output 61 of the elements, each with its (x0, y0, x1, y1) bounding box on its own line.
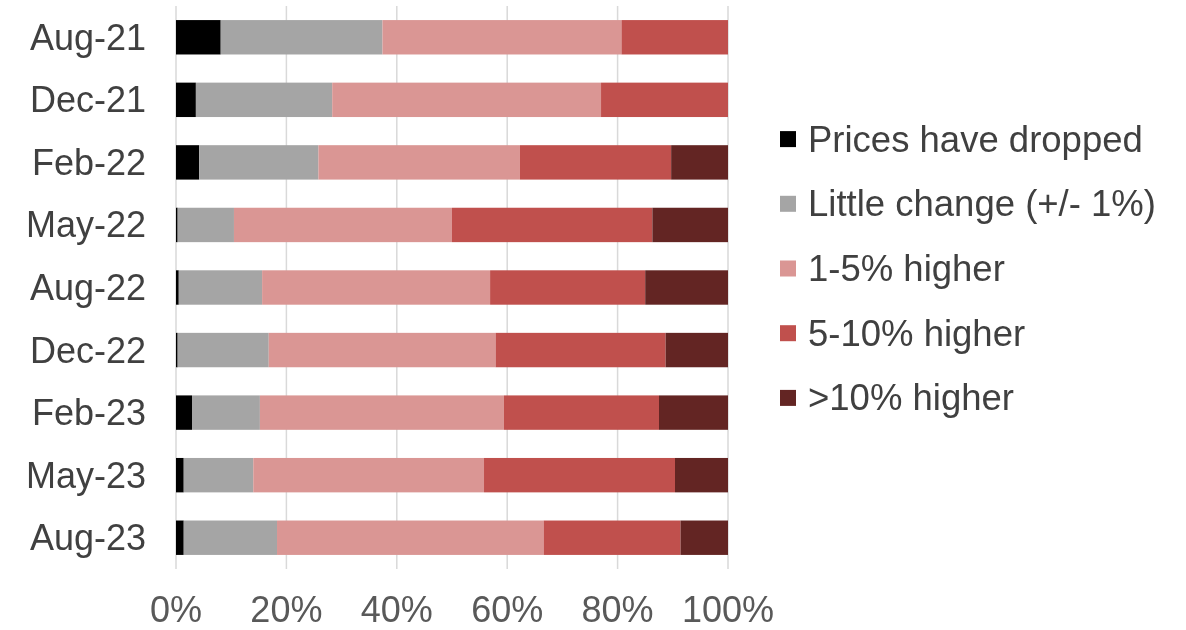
x-tick-label: 100% (681, 589, 775, 630)
bar (176, 82, 196, 118)
bar (199, 145, 319, 180)
y-tick-label: Feb-23 (31, 392, 146, 434)
bar (652, 207, 728, 243)
bar (192, 395, 260, 430)
bar (484, 457, 676, 493)
bar (519, 145, 672, 180)
bar (176, 457, 184, 493)
y-tick-label: May-22 (25, 204, 146, 246)
y-tick-label: Dec-21 (29, 79, 146, 121)
bar (176, 270, 179, 305)
y-tick-label: Feb-22 (31, 141, 146, 183)
bar (262, 270, 491, 305)
bar (543, 520, 681, 555)
bar (495, 332, 666, 368)
y-tick-label: Dec-22 (29, 329, 146, 371)
x-tick-label: 60% (471, 589, 544, 630)
bar (176, 520, 184, 555)
bar (176, 395, 193, 430)
bar (259, 395, 504, 430)
legend-label: 1-5% higher (808, 248, 1005, 289)
bar (178, 270, 263, 305)
bar (452, 207, 653, 243)
bar (671, 145, 728, 180)
legend-label: >10% higher (808, 377, 1014, 419)
bar (680, 520, 728, 555)
bar (277, 520, 544, 555)
bar (645, 270, 728, 305)
bar (176, 20, 221, 55)
x-tick-label: 20% (250, 589, 323, 630)
bar (332, 82, 602, 118)
y-tick-label: Aug-22 (29, 267, 146, 308)
bar (601, 82, 728, 118)
y-tick-label: Aug-21 (29, 16, 146, 58)
y-tick-label: May-23 (25, 454, 146, 496)
x-tick-label: 0% (149, 589, 203, 630)
y-tick-label: Aug-23 (29, 517, 146, 559)
legend-label: Little change (+/- 1%) (808, 183, 1156, 225)
bar (503, 395, 659, 430)
bar (490, 270, 646, 305)
bar (659, 395, 728, 430)
bar (183, 520, 278, 555)
bar (220, 20, 383, 55)
bar (318, 145, 520, 180)
bar (177, 332, 269, 368)
bar (195, 82, 333, 118)
bar (233, 207, 452, 243)
legend-label: Prices have dropped (808, 118, 1143, 160)
bar (675, 457, 728, 493)
bar (183, 457, 254, 493)
bar (665, 332, 728, 368)
bar (268, 332, 496, 368)
x-tick-label: 40% (360, 589, 433, 630)
legend-label: 5-10% higher (808, 312, 1026, 354)
bar (176, 145, 200, 180)
bar (621, 20, 728, 55)
x-tick-label: 80% (581, 589, 654, 630)
bar (253, 457, 485, 493)
bar (177, 207, 234, 243)
bar (382, 20, 622, 55)
